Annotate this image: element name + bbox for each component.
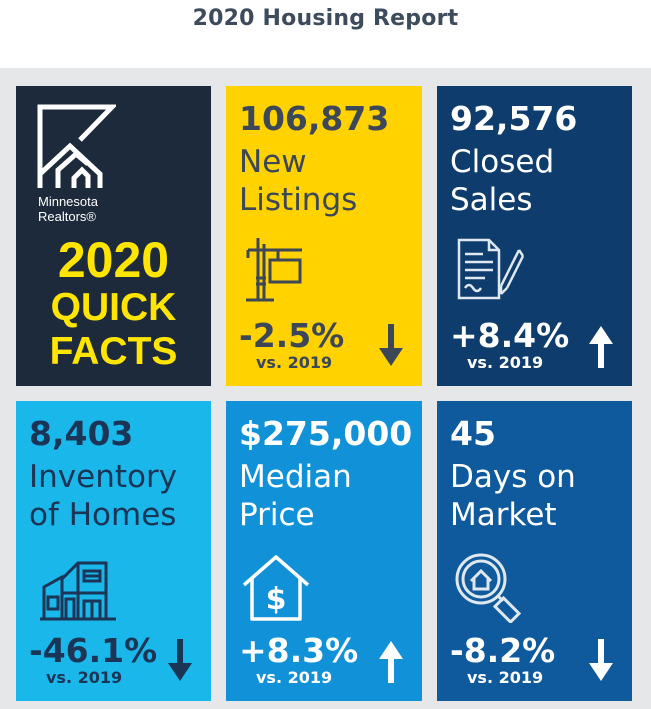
contract-signing-icon xyxy=(457,238,525,300)
stat-compare: vs. 2019 xyxy=(256,668,333,687)
house-building-icon xyxy=(40,561,116,621)
stat-value: 106,873 xyxy=(239,99,390,138)
stat-compare: vs. 2019 xyxy=(46,668,123,687)
stat-label-line-2: Price xyxy=(239,497,315,533)
stat-change: -2.5% xyxy=(239,316,345,355)
stat-value: 45 xyxy=(450,414,496,453)
svg-text:$: $ xyxy=(266,582,287,617)
days-on-market-tile: 45 Days on Market -8.2% vs. 2019 xyxy=(437,401,632,701)
stat-value: 92,576 xyxy=(450,99,578,138)
stat-label-line-1: Closed xyxy=(450,144,555,180)
stat-label-line-2: Market xyxy=(450,497,557,533)
inventory-tile: 8,403 Inventory of Homes -46.1% vs. 2019 xyxy=(16,401,211,701)
stat-value: $275,000 xyxy=(239,414,413,453)
stat-label-line-1: Median xyxy=(239,459,352,495)
stat-change: -46.1% xyxy=(29,631,158,670)
arrow-down-icon xyxy=(589,639,613,681)
minnesota-realtors-logo-icon xyxy=(37,104,116,188)
arrow-down-icon xyxy=(168,639,192,681)
quick-facts-tile: Minnesota Realtors® 2020 QUICK FACTS xyxy=(16,86,211,386)
quick-facts-word-quick: QUICK xyxy=(50,286,177,329)
page-title: 2020 Housing Report xyxy=(192,6,459,31)
stat-compare: vs. 2019 xyxy=(467,353,544,372)
house-search-icon xyxy=(455,553,522,623)
new-listings-tile: 106,873 New Listings -2.5% vs. 2019 xyxy=(226,86,422,386)
arrow-down-icon xyxy=(379,324,403,366)
stat-label-line-2: Sales xyxy=(450,182,533,218)
brand-line-1: Minnesota xyxy=(38,194,98,209)
house-dollar-icon: $ xyxy=(242,555,310,621)
stat-value: 8,403 xyxy=(29,414,134,453)
stat-label-line-1: New xyxy=(239,144,307,180)
stat-change: +8.4% xyxy=(450,316,570,355)
stat-label-line-1: Inventory xyxy=(29,459,178,495)
brand-name: Minnesota Realtors® xyxy=(38,194,98,224)
quick-facts-year: 2020 xyxy=(57,232,170,288)
quick-facts-word-facts: FACTS xyxy=(49,330,178,373)
arrow-up-icon xyxy=(379,641,403,683)
stat-compare: vs. 2019 xyxy=(256,353,333,372)
arrow-up-icon xyxy=(589,326,613,368)
stat-compare: vs. 2019 xyxy=(467,668,544,687)
stat-change: -8.2% xyxy=(450,631,556,670)
closed-sales-tile: 92,576 Closed Sales +8.4% vs. 2019 xyxy=(437,86,632,386)
brand-line-2: Realtors® xyxy=(38,209,96,224)
for-sale-sign-icon xyxy=(246,238,302,302)
stat-label-line-1: Days on xyxy=(450,459,576,495)
stat-label-line-2: Listings xyxy=(239,182,358,218)
median-price-tile: $275,000 Median Price $ +8.3% vs. 2019 xyxy=(226,401,422,701)
stat-change: +8.3% xyxy=(239,631,359,670)
stat-label-line-2: of Homes xyxy=(29,497,177,533)
